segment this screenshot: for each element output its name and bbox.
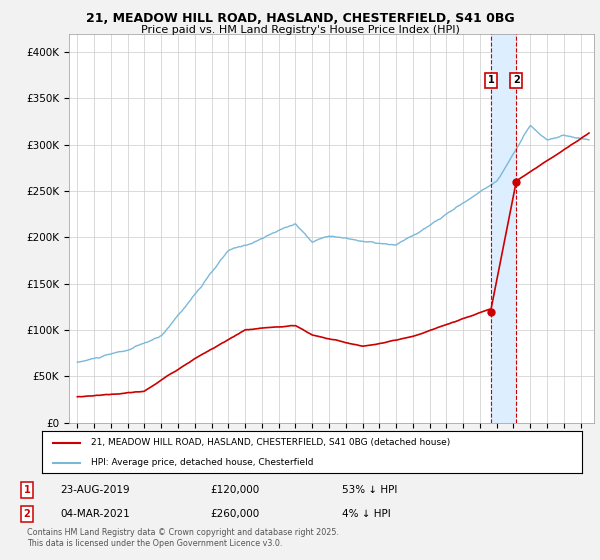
Text: 21, MEADOW HILL ROAD, HASLAND, CHESTERFIELD, S41 0BG (detached house): 21, MEADOW HILL ROAD, HASLAND, CHESTERFI… <box>91 438 450 447</box>
Text: 53% ↓ HPI: 53% ↓ HPI <box>342 485 397 495</box>
Text: 1: 1 <box>23 485 31 495</box>
Text: 1: 1 <box>487 75 494 85</box>
Text: 04-MAR-2021: 04-MAR-2021 <box>60 509 130 519</box>
Text: HPI: Average price, detached house, Chesterfield: HPI: Average price, detached house, Ches… <box>91 458 313 467</box>
Text: 2: 2 <box>23 509 31 519</box>
Text: 4% ↓ HPI: 4% ↓ HPI <box>342 509 391 519</box>
Text: Contains HM Land Registry data © Crown copyright and database right 2025.
This d: Contains HM Land Registry data © Crown c… <box>27 528 339 548</box>
Text: £260,000: £260,000 <box>210 509 259 519</box>
Text: 21, MEADOW HILL ROAD, HASLAND, CHESTERFIELD, S41 0BG: 21, MEADOW HILL ROAD, HASLAND, CHESTERFI… <box>86 12 514 25</box>
Bar <box>491 34 517 423</box>
Text: Price paid vs. HM Land Registry's House Price Index (HPI): Price paid vs. HM Land Registry's House … <box>140 25 460 35</box>
Text: 2: 2 <box>513 75 520 85</box>
Text: 23-AUG-2019: 23-AUG-2019 <box>60 485 130 495</box>
Text: £120,000: £120,000 <box>210 485 259 495</box>
